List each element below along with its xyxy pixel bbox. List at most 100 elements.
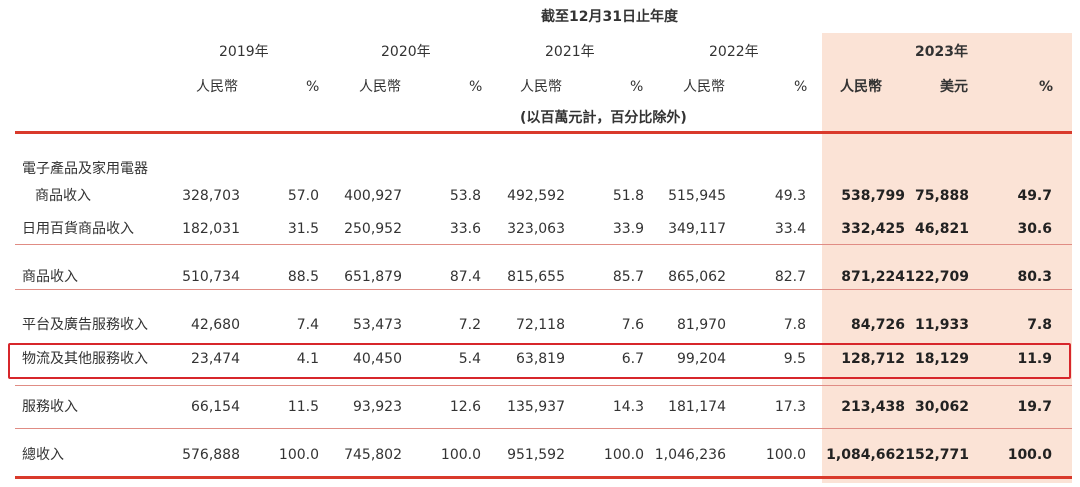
table-cell: 400,927 [344, 188, 402, 204]
table-cell: 30.6 [1017, 221, 1052, 237]
table-cell: 53.8 [449, 188, 481, 204]
table-cell: 250,952 [344, 221, 402, 237]
table-cell: 33.9 [612, 221, 644, 237]
year-2022: 2022年 [709, 44, 759, 60]
table-cell: 87.4 [449, 269, 481, 285]
table-cell: 84,726 [850, 317, 905, 333]
table-cell: 57.0 [287, 188, 319, 204]
year-2020: 2020年 [381, 44, 431, 60]
table-cell: 85.7 [612, 269, 644, 285]
footer-rule [15, 476, 1072, 479]
table-cell: 182,031 [182, 221, 240, 237]
units-note: (以百萬元計，百分比除外) [520, 110, 687, 126]
table-cell: 93,923 [353, 399, 402, 415]
table-cell: 63,819 [516, 351, 565, 367]
table-cell: 1,046,236 [654, 447, 726, 463]
unit-pct-2022: % [794, 79, 808, 95]
table-cell: 30,062 [914, 399, 969, 415]
table-cell: 75,888 [914, 188, 969, 204]
table-cell: 328,703 [182, 188, 240, 204]
table-cell: 492,592 [507, 188, 565, 204]
table-cell: 100.0 [765, 447, 806, 463]
table-cell: 865,062 [668, 269, 726, 285]
table-cell: 4.1 [296, 351, 319, 367]
table-cell: 7.8 [783, 317, 806, 333]
table-cell: 81,970 [677, 317, 726, 333]
table-cell: 23,474 [191, 351, 240, 367]
table-cell: 100.0 [278, 447, 319, 463]
year-2019: 2019年 [219, 44, 269, 60]
table-cell: 745,802 [344, 447, 402, 463]
unit-rmb-2020: 人民幣 [359, 79, 401, 95]
table-cell: 33.6 [449, 221, 481, 237]
table-cell: 181,174 [668, 399, 726, 415]
table-cell: 9.5 [783, 351, 806, 367]
table-cell: 46,821 [914, 221, 969, 237]
table-cell: 14.3 [612, 399, 644, 415]
table-cell: 651,879 [344, 269, 402, 285]
year-2021: 2021年 [545, 44, 595, 60]
row-label-goods: 商品收入 [22, 269, 78, 285]
unit-rmb-2022: 人民幣 [683, 79, 725, 95]
table-cell: 18,129 [914, 351, 969, 367]
table-cell: 19.7 [1017, 399, 1052, 415]
year-2023: 2023年 [915, 44, 968, 60]
table-cell: 213,438 [841, 399, 905, 415]
period-heading: 截至12月31日止年度 [541, 9, 678, 25]
table-cell: 152,771 [905, 447, 969, 463]
table-cell: 7.4 [296, 317, 319, 333]
table-cell: 40,450 [353, 351, 402, 367]
rule-after-logistics [15, 385, 1072, 386]
unit-rmb-2023: 人民幣 [840, 79, 882, 95]
row-label-logistics: 物流及其他服務收入 [22, 351, 148, 367]
table-cell: 12.6 [449, 399, 481, 415]
highlight-2023-column [822, 33, 1072, 483]
table-cell: 49.7 [1017, 188, 1052, 204]
table-cell: 7.6 [621, 317, 644, 333]
table-cell: 33.4 [774, 221, 806, 237]
table-cell: 332,425 [841, 221, 905, 237]
table-cell: 80.3 [1017, 269, 1052, 285]
table-cell: 42,680 [191, 317, 240, 333]
table-cell: 323,063 [507, 221, 565, 237]
table-cell: 100.0 [1007, 447, 1052, 463]
table-cell: 122,709 [905, 269, 969, 285]
table-cell: 515,945 [668, 188, 726, 204]
table-cell: 815,655 [507, 269, 565, 285]
unit-rmb-2019: 人民幣 [196, 79, 238, 95]
table-cell: 11.9 [1017, 351, 1052, 367]
table-cell: 100.0 [440, 447, 481, 463]
row-label-total: 總收入 [22, 447, 64, 463]
rule-after-services [15, 428, 1072, 429]
table-cell: 349,117 [668, 221, 726, 237]
table-cell: 82.7 [774, 269, 806, 285]
rule-after-goods [15, 289, 1072, 290]
table-cell: 871,224 [841, 269, 905, 285]
table-cell: 11,933 [914, 317, 969, 333]
table-cell: 31.5 [287, 221, 319, 237]
table-cell: 576,888 [182, 447, 240, 463]
table-cell: 510,734 [182, 269, 240, 285]
unit-usd-2023: 美元 [940, 79, 968, 95]
table-cell: 135,937 [507, 399, 565, 415]
row-label-platform: 平台及廣告服務收入 [22, 317, 148, 333]
row-label-electronics-2: 商品收入 [35, 188, 91, 204]
table-cell: 51.8 [612, 188, 644, 204]
table-cell: 11.5 [287, 399, 319, 415]
table-cell: 1,084,662 [826, 447, 905, 463]
table-cell: 66,154 [191, 399, 240, 415]
table-cell: 7.2 [458, 317, 481, 333]
table-cell: 72,118 [516, 317, 565, 333]
table-cell: 7.8 [1027, 317, 1052, 333]
table-cell: 538,799 [841, 188, 905, 204]
table-cell: 6.7 [621, 351, 644, 367]
row-label-electronics-1: 電子產品及家用電器 [22, 161, 148, 177]
logistics-highlight-box [8, 343, 1071, 379]
unit-pct-2023: % [1039, 79, 1054, 95]
table-cell: 99,204 [677, 351, 726, 367]
rule-after-daily [15, 244, 1072, 245]
table-cell: 951,592 [507, 447, 565, 463]
unit-rmb-2021: 人民幣 [520, 79, 562, 95]
row-label-services: 服務收入 [22, 399, 78, 415]
table-cell: 17.3 [774, 399, 806, 415]
